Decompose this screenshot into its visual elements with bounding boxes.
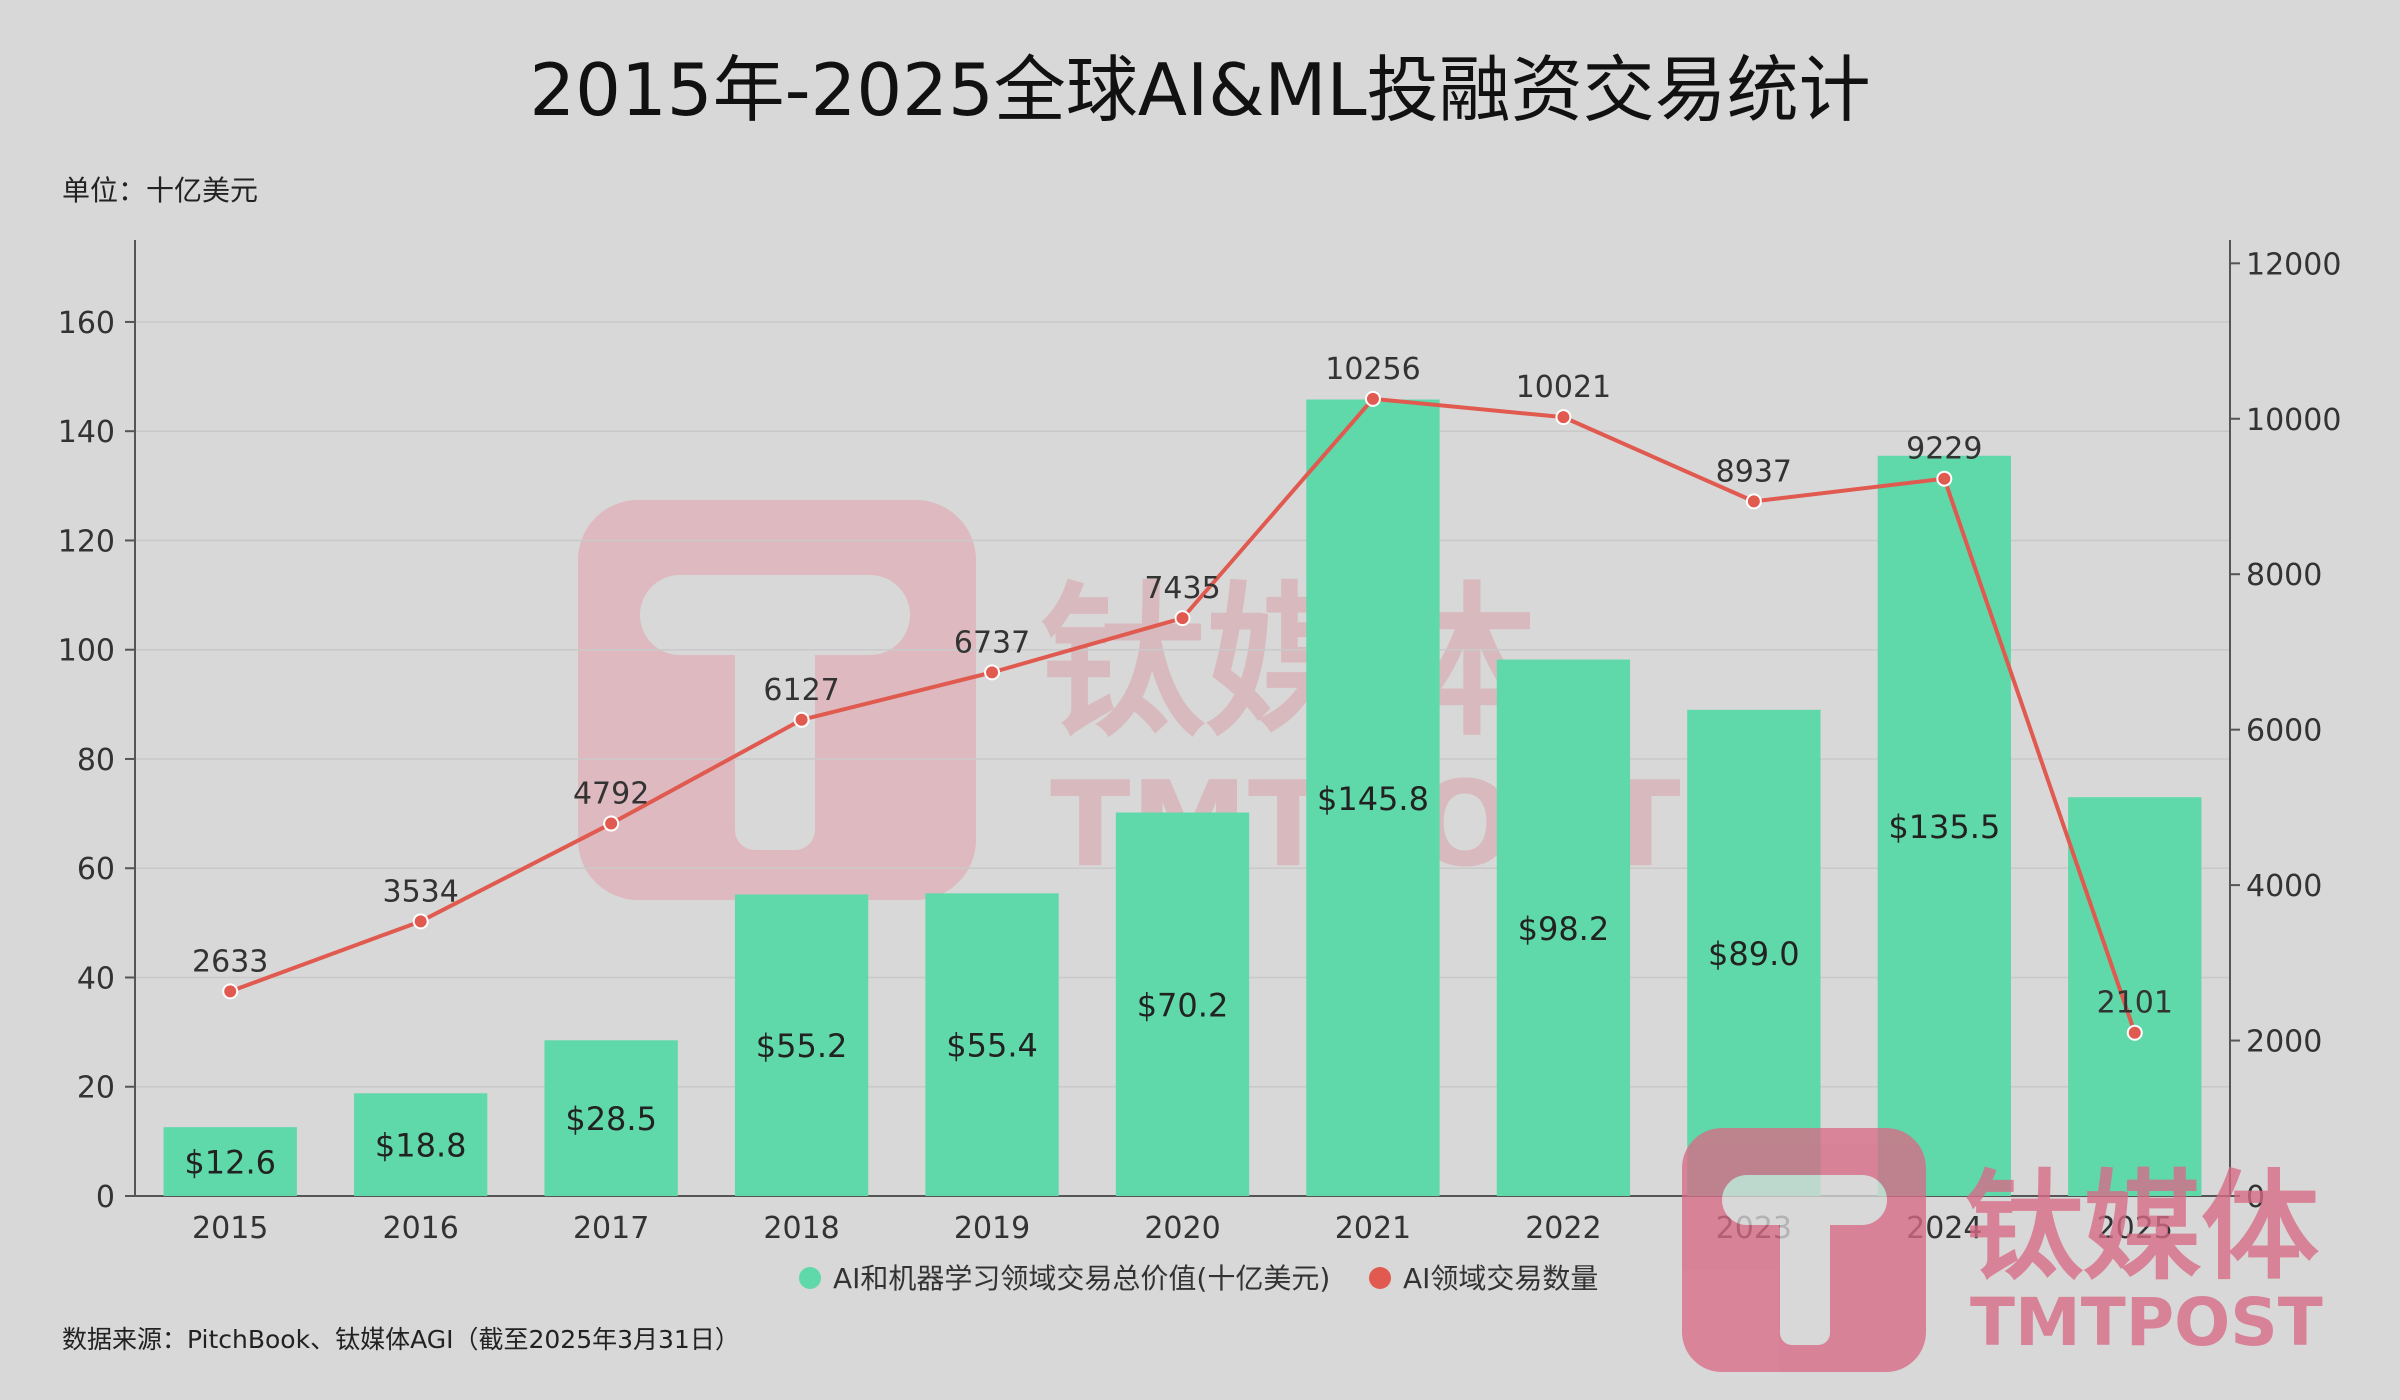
bar-value-label: $89.0 — [1708, 935, 1800, 973]
legend-line-label: AI领域交易数量 — [1403, 1262, 1598, 1295]
right-tick-label: 12000 — [2246, 247, 2341, 282]
right-tick-label: 6000 — [2246, 714, 2322, 749]
bar-2022 — [1496, 659, 1631, 1196]
bar-value-label: $18.8 — [375, 1127, 467, 1165]
line-value-label: 10256 — [1325, 352, 1420, 387]
x-tick-label: 2020 — [1144, 1211, 1220, 1246]
left-tick-label: 80 — [77, 743, 115, 778]
bar-2020 — [1115, 812, 1250, 1196]
left-tick-label: 120 — [58, 524, 115, 559]
bar-2016 — [354, 1093, 488, 1196]
watermark-corner-stem — [1780, 1205, 1830, 1345]
line-point-2016 — [412, 913, 429, 930]
watermark-brand-cn: 钛媒体 — [1040, 567, 1535, 759]
line-value-label: 3534 — [383, 874, 459, 909]
watermark-corner-en: TMTPOST — [1970, 1284, 2323, 1361]
left-tick-label: 140 — [58, 415, 115, 450]
line-point-2022 — [1555, 409, 1572, 426]
right-tick-label: 2000 — [2246, 1025, 2322, 1060]
line-value-label: 4792 — [573, 777, 649, 812]
source-note: 数据来源：PitchBook、钛媒体AGI（截至2025年3月31日） — [62, 1325, 740, 1354]
left-tick-label: 20 — [77, 1071, 115, 1106]
x-tick-label: 2015 — [192, 1211, 268, 1246]
line-point-2017 — [603, 815, 620, 832]
right-tick-label: 4000 — [2246, 869, 2322, 904]
bar-value-label: $55.2 — [756, 1027, 848, 1065]
left-tick-label: 40 — [77, 961, 115, 996]
right-tick-label: 10000 — [2246, 403, 2341, 438]
bar-value-label: $55.4 — [946, 1027, 1038, 1065]
bar-2015 — [163, 1127, 297, 1196]
bar-value-label: $98.2 — [1518, 910, 1610, 948]
watermark-corner: 钛媒体 TMTPOST — [1682, 1128, 2323, 1372]
watermark-corner-bar — [1722, 1175, 1887, 1225]
bar-value-label: $12.6 — [184, 1144, 276, 1182]
line-value-label: 2633 — [192, 944, 268, 979]
line-value-labels: 2633 3534 4792 6127 6737 7435 10256 10021 8937 92… — [192, 352, 2173, 1021]
line-value-label: 8937 — [1716, 454, 1792, 489]
watermark-corner-cn: 钛媒体 — [1965, 1158, 2319, 1296]
x-tick-label: 2017 — [573, 1211, 649, 1246]
line-series — [222, 390, 2143, 1041]
line-point-2018 — [793, 711, 810, 728]
line-value-label: 6737 — [954, 625, 1030, 660]
line-point-2023 — [1745, 493, 1762, 510]
unit-label: 单位：十亿美元 — [62, 174, 258, 207]
line-point-2015 — [222, 983, 239, 1000]
right-tick-label: 0 — [2246, 1180, 2265, 1215]
bar-value-label: $145.8 — [1317, 780, 1429, 818]
line-point-2025 — [2126, 1024, 2143, 1041]
line-point-2021 — [1364, 390, 1381, 407]
x-tick-label: 2021 — [1335, 1211, 1411, 1246]
bar-2017 — [544, 1040, 678, 1196]
bar-2019 — [925, 893, 1059, 1196]
x-tick-label: 2018 — [763, 1211, 839, 1246]
legend-line-swatch — [1369, 1267, 1391, 1289]
bar-value-labels: $12.6 $18.8 $28.5 $55.2 $55.4 $70.2 $145.8 $98.… — [184, 780, 2000, 1182]
line-point-2019 — [984, 664, 1001, 681]
watermark-logo-bar — [640, 575, 910, 655]
bar-2018 — [734, 894, 869, 1196]
bar-2023 — [1687, 709, 1821, 1196]
line-point-2024 — [1936, 470, 1953, 487]
left-tick-label: 60 — [77, 852, 115, 887]
right-tick-label: 8000 — [2246, 558, 2322, 593]
legend-bar-label: AI和机器学习领域交易总价值(十亿美元) — [833, 1262, 1330, 1295]
line-value-label: 2101 — [2097, 986, 2173, 1021]
x-tick-label: 2016 — [383, 1211, 459, 1246]
bar-2025 — [2068, 797, 2202, 1196]
left-tick-label: 100 — [58, 634, 115, 669]
legend-bar-swatch — [799, 1267, 821, 1289]
left-tick-label: 0 — [96, 1180, 115, 1215]
bar-value-label: $28.5 — [565, 1100, 657, 1138]
line-value-label: 9229 — [1906, 432, 1982, 467]
line-value-label: 6127 — [763, 673, 839, 708]
left-axis-ticks: 0 20 40 60 80 100 120 140 160 — [58, 306, 135, 1215]
line-value-label: 10021 — [1516, 370, 1611, 405]
bar-series — [163, 399, 2202, 1197]
x-tick-label: 2022 — [1525, 1211, 1601, 1246]
bar-2024 — [1877, 455, 2011, 1197]
line-point-2020 — [1174, 610, 1191, 627]
x-tick-label: 2019 — [954, 1211, 1030, 1246]
right-axis-ticks: 0 2000 4000 6000 8000 10000 12000 — [2230, 247, 2341, 1215]
line-value-label: 7435 — [1144, 571, 1220, 606]
bar-value-label: $135.5 — [1888, 808, 2000, 846]
chart-title: 2015年-2025全球AI&ML投融资交易统计 — [529, 48, 1870, 132]
left-tick-label: 160 — [58, 306, 115, 341]
bar-2021 — [1306, 399, 1440, 1196]
bar-value-label: $70.2 — [1137, 986, 1229, 1024]
x-tick-label: 2025 — [2097, 1211, 2173, 1246]
legend: AI和机器学习领域交易总价值(十亿美元) AI领域交易数量 — [799, 1262, 1598, 1295]
